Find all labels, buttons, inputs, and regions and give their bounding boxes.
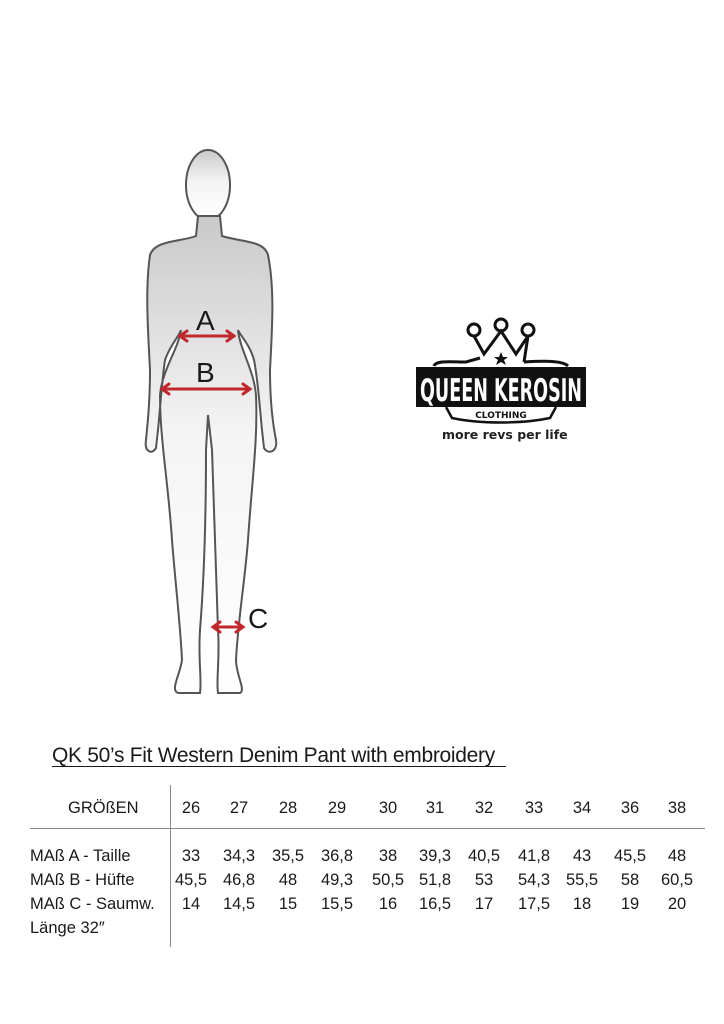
body-silhouette-figure: A B C QUEEN KEROSIN CLOTHING — [144, 149, 586, 694]
size-header: 34 — [572, 799, 592, 817]
row-label: Länge 32″ — [30, 919, 105, 937]
table-cell: 16,5 — [418, 895, 452, 913]
table-cell: 50,5 — [371, 871, 405, 889]
svg-text:QUEEN KEROSIN: QUEEN KEROSIN — [420, 373, 582, 409]
table-cell: 55,5 — [565, 871, 599, 889]
row-label: MAß A - Taille — [30, 847, 131, 865]
table-cell: 51,8 — [418, 871, 452, 889]
row-label: MAß B - Hüfte — [30, 871, 135, 889]
table-cell: 20 — [667, 895, 687, 913]
table-cell: 17 — [474, 895, 494, 913]
size-header: 29 — [327, 799, 347, 817]
table-cell: 38 — [378, 847, 398, 865]
table-cell: 48 — [667, 847, 687, 865]
table-cell: 36,8 — [320, 847, 354, 865]
column-divider — [170, 785, 171, 947]
table-cell: 15,5 — [320, 895, 354, 913]
table-cell: 14 — [181, 895, 201, 913]
table-cell: 46,8 — [222, 871, 256, 889]
waist-arrow — [177, 329, 237, 343]
page-title: QK 50’s Fit Western Denim Pant with embr… — [52, 744, 506, 767]
table-cell: 35,5 — [271, 847, 305, 865]
table-cell: 19 — [620, 895, 640, 913]
size-header: 28 — [278, 799, 298, 817]
table-cell: 34,3 — [222, 847, 256, 865]
measure-label-a: A — [196, 305, 215, 336]
size-header: 31 — [425, 799, 445, 817]
logo-tagline: more revs per life — [442, 427, 568, 442]
measure-label-b: B — [196, 357, 215, 388]
table-cell: 14,5 — [222, 895, 256, 913]
table-cell: 39,3 — [418, 847, 452, 865]
table-cell: 17,5 — [517, 895, 551, 913]
table-cell: 33 — [181, 847, 201, 865]
table-cell: 58 — [620, 871, 640, 889]
size-header: 30 — [378, 799, 398, 817]
table-cell: 60,5 — [660, 871, 694, 889]
table-cell: 41,8 — [517, 847, 551, 865]
table-cell: 53 — [474, 871, 494, 889]
table-cell: 15 — [278, 895, 298, 913]
table-cell: 45,5 — [613, 847, 647, 865]
table-cell: 49,3 — [320, 871, 354, 889]
table-cell: 40,5 — [467, 847, 501, 865]
body-outline — [144, 149, 278, 694]
table-cell: 48 — [278, 871, 298, 889]
size-header: 38 — [667, 799, 687, 817]
table-cell: 45,5 — [174, 871, 208, 889]
table-cell: 43 — [572, 847, 592, 865]
size-header: 27 — [229, 799, 249, 817]
table-cell: 18 — [572, 895, 592, 913]
table-cell: 54,3 — [517, 871, 551, 889]
size-header: 26 — [181, 799, 201, 817]
size-header: 32 — [474, 799, 494, 817]
svg-text:CLOTHING: CLOTHING — [475, 411, 527, 421]
size-header: 36 — [620, 799, 640, 817]
size-header: 33 — [524, 799, 544, 817]
table-cell: 16 — [378, 895, 398, 913]
measure-label-c: C — [248, 603, 268, 634]
header-divider — [30, 828, 705, 829]
header-label: GRÖßEN — [68, 799, 139, 817]
hem-arrow — [210, 620, 246, 634]
row-label: MAß C - Saumw. — [30, 895, 155, 913]
hip-arrow — [159, 382, 253, 396]
queen-kerosin-logo: QUEEN KEROSIN CLOTHING — [416, 317, 586, 424]
